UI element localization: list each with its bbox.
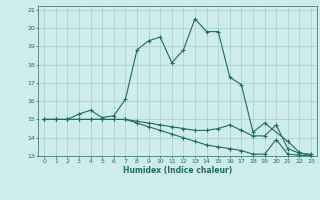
X-axis label: Humidex (Indice chaleur): Humidex (Indice chaleur): [123, 166, 232, 175]
